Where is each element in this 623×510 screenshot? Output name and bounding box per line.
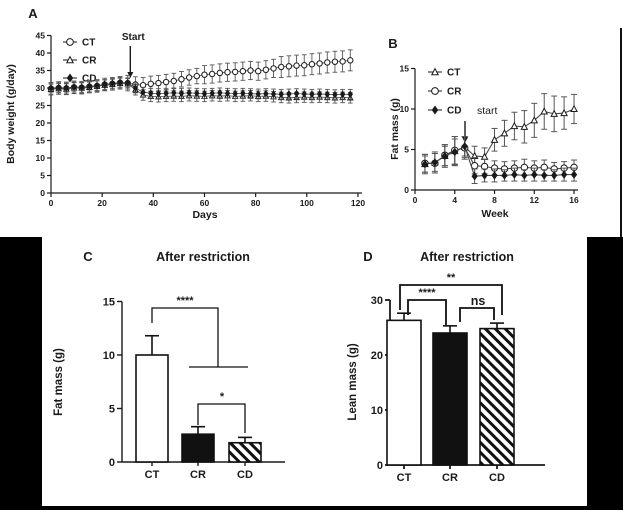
svg-text:CR: CR: [447, 87, 462, 98]
svg-text:A: A: [28, 6, 38, 21]
svg-text:After restriction: After restriction: [156, 250, 250, 264]
right-edge-line: [620, 28, 622, 237]
svg-text:40: 40: [36, 48, 46, 58]
svg-text:5: 5: [404, 145, 409, 155]
svg-text:CD: CD: [82, 74, 96, 85]
panel-d: D After restriction 0 10 20 30 Lean mass (g) CT…: [347, 249, 545, 484]
svg-text:C: C: [83, 249, 93, 264]
significance-brackets: *****: [151, 295, 248, 433]
svg-text:**: **: [447, 272, 456, 284]
panel-a: A 0 5 10 15 20 25 30 35 40 45 0 20 40 60 80 100 120 Body w…: [5, 6, 365, 221]
legend: CT CR CD: [428, 68, 462, 117]
svg-text:****: ****: [176, 295, 194, 307]
svg-text:0: 0: [49, 198, 54, 208]
svg-text:120: 120: [351, 198, 365, 208]
svg-text:Week: Week: [481, 208, 508, 220]
svg-text:10: 10: [36, 153, 46, 163]
svg-text:****: ****: [418, 287, 436, 299]
significance-brackets: **** ns **: [399, 272, 503, 325]
svg-text:40: 40: [149, 198, 159, 208]
bar-CR: [432, 325, 468, 469]
svg-text:CT: CT: [397, 472, 412, 484]
svg-text:After restriction: After restriction: [420, 250, 514, 264]
svg-text:20: 20: [371, 350, 383, 362]
svg-text:Start: Start: [122, 32, 145, 43]
svg-text:Fat mass (g): Fat mass (g): [53, 348, 65, 416]
svg-text:start: start: [477, 105, 498, 117]
svg-text:4: 4: [452, 195, 457, 205]
panel-d-lean-mass-bar-chart: D After restriction 0 10 20 30 Lean mass (g) CT…: [347, 249, 545, 484]
svg-text:*: *: [220, 391, 225, 403]
bar-CD: [228, 436, 262, 466]
start-annotation: Start: [122, 32, 145, 78]
panel-b: B 0 5 10 15 0 4 8 12 16 Fat mass (g) Week CT CR CD star…: [388, 36, 579, 220]
svg-text:CD: CD: [447, 106, 461, 117]
svg-text:ns: ns: [471, 294, 486, 308]
svg-text:30: 30: [36, 83, 46, 93]
bar-CT: [386, 312, 422, 469]
svg-text:0: 0: [377, 460, 383, 472]
svg-text:0: 0: [404, 185, 409, 195]
top-section: A 0 5 10 15 20 25 30 35 40 45 0 20 40 60 80 100 120 Body w…: [0, 0, 623, 237]
bar-CT: [135, 334, 169, 466]
series-CD: [48, 77, 353, 101]
svg-text:5: 5: [109, 404, 115, 416]
svg-text:Fat mass (g): Fat mass (g): [389, 98, 401, 160]
legend: CT CR CD: [63, 38, 97, 85]
svg-text:25: 25: [36, 101, 46, 111]
panel-c: C After restriction 0 5 10 15 Fat mass (g) CT CR…: [53, 249, 285, 481]
svg-text:CR: CR: [190, 469, 206, 481]
svg-text:CD: CD: [489, 472, 505, 484]
svg-text:CD: CD: [237, 469, 253, 481]
svg-text:5: 5: [40, 171, 45, 181]
svg-text:0: 0: [109, 457, 115, 469]
svg-text:45: 45: [36, 31, 46, 41]
svg-text:10: 10: [400, 104, 410, 114]
svg-text:16: 16: [569, 195, 579, 205]
axes: [47, 34, 362, 197]
svg-text:35: 35: [36, 66, 46, 76]
bar-CR: [181, 425, 215, 466]
svg-text:60: 60: [200, 198, 210, 208]
series-CD: [421, 136, 578, 185]
svg-text:CR: CR: [82, 56, 97, 67]
svg-text:15: 15: [103, 297, 115, 309]
bottom-black-band: C After restriction 0 5 10 15 Fat mass (g) CT CR…: [0, 237, 623, 510]
svg-text:B: B: [388, 36, 397, 51]
svg-text:20: 20: [36, 118, 46, 128]
panel-b-fat-mass-chart: B 0 5 10 15 0 4 8 12 16 Fat mass (g) Week CT CR CD star…: [388, 36, 579, 220]
svg-text:CT: CT: [82, 38, 95, 49]
svg-text:Lean mass (g): Lean mass (g): [347, 343, 359, 420]
bar-CD: [479, 322, 515, 469]
panel-a-body-weight-chart: A 0 5 10 15 20 25 30 35 40 45 0 20 40 60 80 100 120 Body w…: [5, 6, 365, 221]
svg-text:80: 80: [251, 198, 261, 208]
svg-text:20: 20: [97, 198, 107, 208]
svg-text:8: 8: [492, 195, 497, 205]
svg-text:10: 10: [103, 350, 115, 362]
panel-c-fat-mass-bar-chart: C After restriction 0 5 10 15 Fat mass (g) CT CR…: [53, 249, 285, 481]
svg-text:12: 12: [530, 195, 540, 205]
svg-text:CT: CT: [447, 68, 460, 79]
svg-text:0: 0: [413, 195, 418, 205]
svg-text:CR: CR: [442, 472, 458, 484]
svg-text:CT: CT: [145, 469, 160, 481]
svg-text:D: D: [363, 249, 372, 264]
svg-text:0: 0: [40, 188, 45, 198]
svg-text:15: 15: [400, 64, 410, 74]
bottom-inset-panel: C After restriction 0 5 10 15 Fat mass (g) CT CR…: [42, 237, 587, 506]
axes: [411, 67, 579, 194]
svg-text:15: 15: [36, 136, 46, 146]
svg-text:100: 100: [300, 198, 314, 208]
svg-text:Days: Days: [192, 209, 217, 221]
start-annotation: start: [462, 105, 498, 143]
svg-text:Body weight (g/day): Body weight (g/day): [5, 64, 17, 164]
svg-text:10: 10: [371, 405, 383, 417]
svg-text:30: 30: [371, 295, 383, 307]
